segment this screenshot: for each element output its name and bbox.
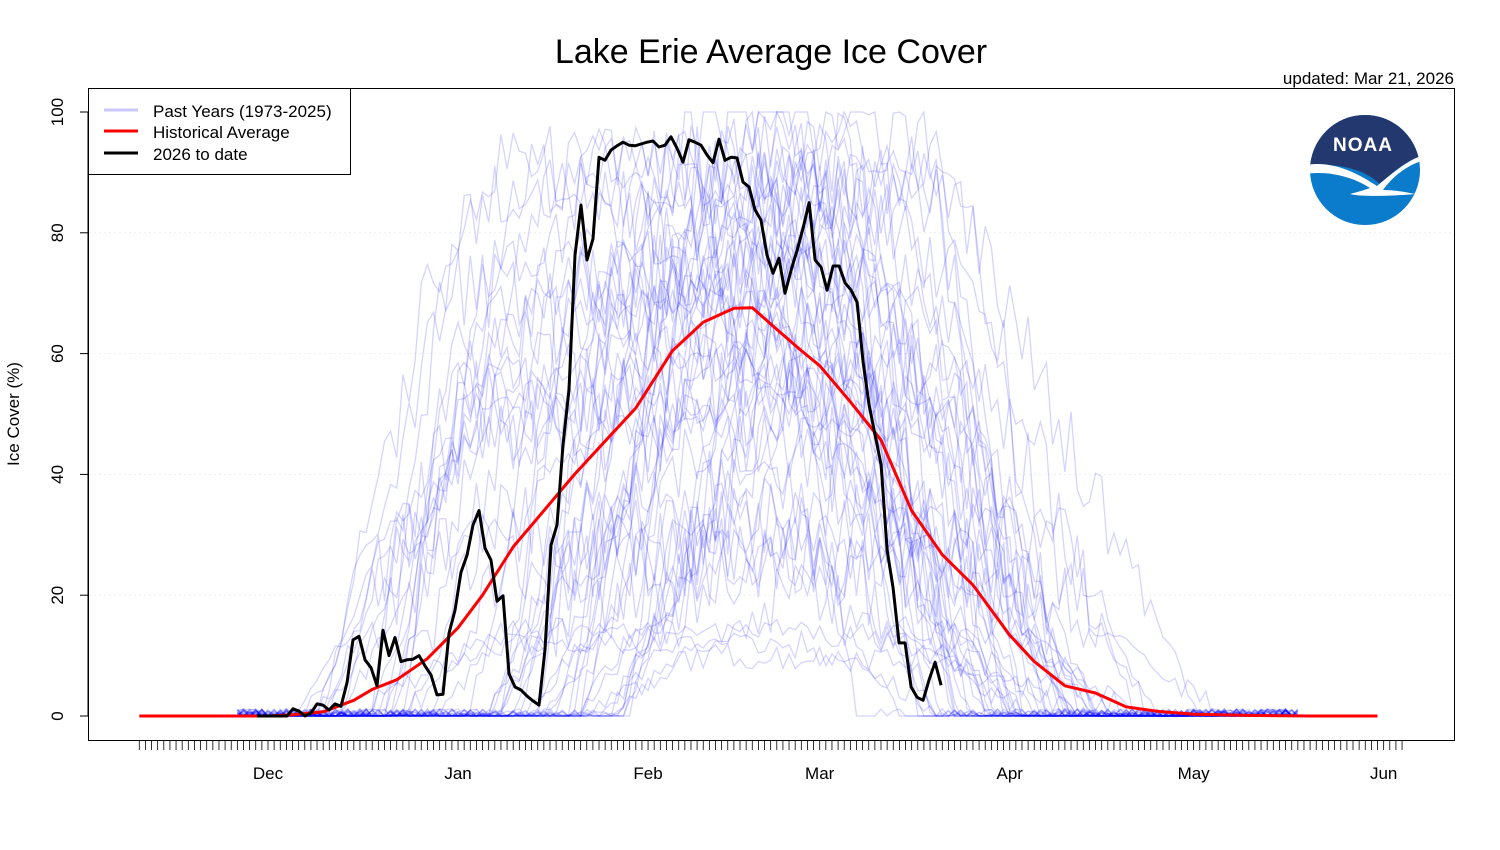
past-year-line (237, 229, 1298, 717)
past-year-line (237, 517, 1298, 717)
chart-title: Lake Erie Average Ice Cover (555, 33, 987, 71)
noaa-logo: NOAA (1310, 115, 1420, 225)
x-tick-label-dec: Dec (253, 764, 284, 783)
past-year-line (236, 368, 1298, 717)
past-year-line (237, 326, 1298, 717)
x-tick-label-jun: Jun (1370, 764, 1397, 783)
past-year-line (237, 349, 1299, 717)
past-year-line (237, 190, 1298, 718)
y-axis: 0 20 40 60 80 100 (48, 98, 89, 721)
past-year-line (237, 458, 1298, 717)
y-tick-label: 100 (48, 98, 67, 126)
current-year-line (257, 135, 943, 718)
y-tick-label: 0 (48, 711, 67, 720)
past-year-line (237, 109, 1298, 717)
past-year-line (237, 317, 1299, 717)
past-year-line (236, 233, 1298, 717)
past-year-line (236, 642, 1299, 717)
past-year-line (237, 125, 1298, 717)
x-tick-label-jan: Jan (444, 764, 471, 783)
past-year-line (237, 499, 1298, 718)
updated-date: updated: Mar 21, 2026 (1283, 69, 1454, 88)
past-year-line (236, 110, 1299, 717)
past-year-line (237, 357, 1299, 717)
past-year-line (236, 147, 1298, 717)
past-year-line (237, 286, 1299, 717)
past-year-line (237, 248, 1298, 717)
past-year-line (236, 270, 1299, 717)
y-tick-label: 40 (48, 465, 67, 484)
past-year-line (237, 341, 1298, 717)
past-year-line (237, 343, 1298, 717)
historical-average-line (139, 306, 1378, 718)
past-year-line (236, 268, 1298, 717)
past-year-line (237, 165, 1298, 717)
past-year-line (237, 318, 1299, 717)
past-year-line (237, 617, 1298, 718)
past-year-line (237, 232, 1298, 717)
past-year-line (237, 516, 1298, 717)
past-year-line (236, 390, 1298, 718)
past-years-lines (236, 109, 1299, 718)
past-year-line (237, 340, 1298, 717)
past-year-line (237, 287, 1299, 717)
legend-label-2026: 2026 to date (153, 145, 248, 164)
past-year-line (237, 391, 1298, 717)
past-year-line (237, 298, 1299, 717)
past-year-line (237, 130, 1298, 717)
y-tick-label: 60 (48, 344, 67, 363)
legend: Past Years (1973-2025) Historical Averag… (88, 88, 351, 175)
x-axis: Dec Jan Feb Mar Apr May Jun (138, 740, 1403, 783)
x-tick-label-feb: Feb (633, 764, 662, 783)
past-year-line (237, 404, 1298, 717)
past-year-line (237, 155, 1298, 717)
y-axis-label: Ice Cover (%) (4, 362, 23, 466)
x-tick-label-mar: Mar (805, 764, 835, 783)
past-year-line (237, 126, 1299, 717)
x-tick-label-apr: Apr (996, 764, 1023, 783)
y-tick-label: 80 (48, 223, 67, 242)
past-year-line (236, 563, 1298, 717)
past-year-line (237, 111, 1298, 717)
past-year-line (237, 111, 1298, 717)
noaa-logo-text: NOAA (1333, 135, 1393, 156)
past-year-line (237, 177, 1298, 718)
legend-label-historical-average: Historical Average (153, 123, 290, 142)
past-year-line (236, 471, 1299, 717)
past-year-line (236, 628, 1298, 718)
past-year-line (237, 478, 1299, 717)
x-tick-label-may: May (1178, 764, 1211, 783)
past-year-line (237, 222, 1299, 718)
past-year-line (237, 156, 1298, 717)
past-year-line (237, 145, 1298, 717)
past-year-line (236, 527, 1298, 717)
past-year-line (237, 127, 1299, 717)
past-year-line (236, 240, 1298, 717)
y-tick-label: 20 (48, 586, 67, 605)
legend-label-past-years: Past Years (1973-2025) (153, 102, 332, 121)
